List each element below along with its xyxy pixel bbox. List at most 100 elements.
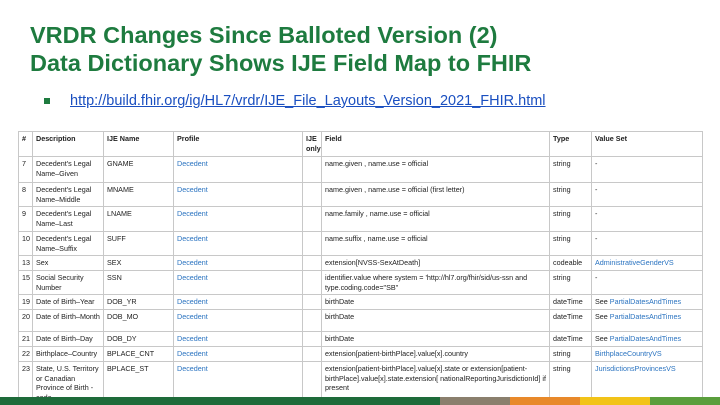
table-cell: SSN bbox=[103, 270, 174, 296]
table-cell: Decedent bbox=[173, 331, 303, 348]
table-cell: - bbox=[591, 206, 703, 232]
table-cell: string bbox=[549, 181, 592, 208]
table-cell: BPLACE_CNT bbox=[103, 346, 174, 362]
table-cell: codeable bbox=[549, 255, 592, 272]
table-cell: Decedent's Legal Name–Given bbox=[32, 156, 104, 183]
table-cell: 20 bbox=[18, 309, 33, 333]
table-cell: 8 bbox=[18, 181, 33, 208]
table-cell: dateTime bbox=[549, 331, 592, 348]
table-cell: Social Security Number bbox=[32, 270, 104, 296]
table-cell: 15 bbox=[18, 270, 33, 296]
table-cell: birthDate bbox=[321, 294, 550, 311]
table-row: 13 Sex SEX Decedent extension[NVSS-SexAtDeat… bbox=[18, 255, 703, 272]
table-cell bbox=[302, 294, 322, 311]
table-cell bbox=[302, 206, 322, 232]
table-cell: AdministrativeGenderVS bbox=[591, 255, 703, 272]
table-row: 21 Date of Birth–Day DOB_DY Decedent birthDa… bbox=[18, 331, 703, 348]
column-header: Type bbox=[549, 131, 592, 157]
table-cell bbox=[302, 230, 322, 257]
table-cell: Decedent bbox=[173, 346, 303, 362]
table-cell: Date of Birth–Year bbox=[32, 294, 104, 311]
column-header: Description bbox=[32, 131, 104, 157]
table-cell bbox=[302, 331, 322, 348]
table-cell: 19 bbox=[18, 294, 33, 311]
table-cell bbox=[302, 255, 322, 272]
column-header: Value Set bbox=[591, 131, 703, 157]
link-text: PartialDatesAndTimes bbox=[609, 312, 682, 322]
table-cell: Date of Birth–Month bbox=[32, 309, 104, 333]
table-cell: DOB_YR bbox=[103, 294, 174, 311]
data-table: # Description IJE Name Profile IJE only Field… bbox=[18, 131, 703, 405]
table-cell: LNAME bbox=[103, 206, 174, 232]
table-cell: See PartialDatesAndTimes bbox=[591, 309, 703, 333]
table-cell: birthDate bbox=[321, 331, 550, 348]
table-cell: Birthplace–Country bbox=[32, 346, 104, 362]
table-cell: SUFF bbox=[103, 230, 174, 257]
table-cell: name.suffix , name.use = official bbox=[321, 230, 550, 257]
table-cell: - bbox=[591, 270, 703, 296]
table-row: 22 Birthplace–Country BPLACE_CNT Decedent ex… bbox=[18, 346, 703, 362]
table-cell: dateTime bbox=[549, 294, 592, 311]
table-cell: name.family , name.use = official bbox=[321, 206, 550, 232]
table-cell: string bbox=[549, 346, 592, 362]
column-header: # bbox=[18, 131, 33, 157]
table-cell: 10 bbox=[18, 230, 33, 257]
table-row: 15 Social Security Number SSN Decedent ident… bbox=[18, 270, 703, 296]
table-row: 19 Date of Birth–Year DOB_YR Decedent birthD… bbox=[18, 294, 703, 311]
table-cell: Date of Birth–Day bbox=[32, 331, 104, 348]
table-cell: dateTime bbox=[549, 309, 592, 333]
table-cell: Decedent bbox=[173, 206, 303, 232]
table-cell: string bbox=[549, 270, 592, 296]
table-cell: Decedent's Legal Name–Middle bbox=[32, 181, 104, 208]
table-cell: extension[NVSS-SexAtDeath] bbox=[321, 255, 550, 272]
table-cell: Decedent bbox=[173, 156, 303, 183]
table-cell: birthDate bbox=[321, 309, 550, 333]
table-cell bbox=[302, 270, 322, 296]
table-cell: MNAME bbox=[103, 181, 174, 208]
cell-text: See bbox=[595, 312, 608, 322]
table-row: 10 Decedent's Legal Name–Suffix SUFF Decede… bbox=[18, 230, 703, 257]
table-cell: 9 bbox=[18, 206, 33, 232]
link-text: PartialDatesAndTimes bbox=[609, 297, 682, 307]
table-cell: Decedent bbox=[173, 294, 303, 311]
table-cell: 13 bbox=[18, 255, 33, 272]
table-cell bbox=[302, 309, 322, 333]
table-cell: See PartialDatesAndTimes bbox=[591, 294, 703, 311]
table-cell bbox=[302, 181, 322, 208]
column-header: Field bbox=[321, 131, 550, 157]
table-cell: Decedent's Legal Name–Suffix bbox=[32, 230, 104, 257]
table-row: 8 Decedent's Legal Name–Middle MNAME Decede… bbox=[18, 181, 703, 208]
table-cell: Decedent bbox=[173, 309, 303, 333]
table-cell: - bbox=[591, 181, 703, 208]
table-cell: identifier.value where system = 'http://… bbox=[321, 270, 550, 296]
table-cell: Sex bbox=[32, 255, 104, 272]
table-cell: 21 bbox=[18, 331, 33, 348]
table-cell: BirthplaceCountryVS bbox=[591, 346, 703, 362]
footer-bar bbox=[0, 397, 720, 405]
table-cell bbox=[302, 346, 322, 362]
column-header: Profile bbox=[173, 131, 303, 157]
table-cell: Decedent bbox=[173, 230, 303, 257]
table-cell: See PartialDatesAndTimes bbox=[591, 331, 703, 348]
table-row: 20 Date of Birth–Month DOB_MO Decedent birth… bbox=[18, 309, 703, 333]
cell-text: See bbox=[595, 297, 608, 307]
table-cell bbox=[302, 156, 322, 183]
column-header: IJE only bbox=[302, 131, 322, 157]
table-cell: 7 bbox=[18, 156, 33, 183]
table-cell: GNAME bbox=[103, 156, 174, 183]
bullet bbox=[44, 98, 50, 104]
table-cell: - bbox=[591, 156, 703, 183]
table-cell: Decedent bbox=[173, 255, 303, 272]
table-cell: DOB_MO bbox=[103, 309, 174, 333]
table-cell: Decedent bbox=[173, 270, 303, 296]
cell-text: See bbox=[595, 334, 608, 344]
table-cell: 22 bbox=[18, 346, 33, 362]
table-cell: name.given , name.use = official (first … bbox=[321, 181, 550, 208]
link-text: PartialDatesAndTimes bbox=[609, 334, 682, 344]
link[interactable]: http://build.fhir.org/ig/HL7/vrdr/IJE_Fi… bbox=[70, 93, 546, 109]
table-cell: string bbox=[549, 206, 592, 232]
table-cell: Decedent bbox=[173, 181, 303, 208]
table-row: 9 Decedent's Legal Name–Last LNAME Decedent… bbox=[18, 206, 703, 232]
table-cell: extension[patient-birthPlace].value[x].c… bbox=[321, 346, 550, 362]
